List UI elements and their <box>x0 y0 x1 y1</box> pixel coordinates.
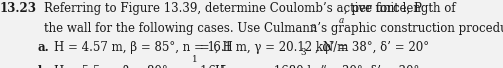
Text: 3: 3 <box>310 24 316 33</box>
Text: 1: 1 <box>192 55 197 64</box>
Text: a.: a. <box>38 41 49 54</box>
Text: H = 4.57 m, β = 85°, n = 1, H: H = 4.57 m, β = 85°, n = 1, H <box>54 41 232 54</box>
Text: = 6.1 m, γ = 20.12 kN/m: = 6.1 m, γ = 20.12 kN/m <box>196 41 349 54</box>
Text: Referring to Figure 13.39, determine Coulomb’s active force, P: Referring to Figure 13.39, determine Cou… <box>44 2 422 15</box>
Text: b.: b. <box>38 65 50 68</box>
Text: = 6.5 m, ρ = 1680 kg/m: = 6.5 m, ρ = 1680 kg/m <box>192 65 338 68</box>
Text: the wall for the following cases. Use Culmann’s graphic construction procedure.: the wall for the following cases. Use Cu… <box>44 22 503 35</box>
Text: H = 5.5 m, β = 80°, n = 1, H: H = 5.5 m, β = 80°, n = 1, H <box>54 65 225 68</box>
Text: , φ’ = 30°, δ’ = 30°: , φ’ = 30°, δ’ = 30° <box>305 65 420 68</box>
Text: 13.23: 13.23 <box>0 2 37 15</box>
Text: 3: 3 <box>301 48 306 57</box>
Text: , per unit length of: , per unit length of <box>344 2 456 15</box>
Text: a: a <box>339 16 344 25</box>
Text: , φ’ = 38°, δ’ = 20°: , φ’ = 38°, δ’ = 20° <box>315 41 429 54</box>
